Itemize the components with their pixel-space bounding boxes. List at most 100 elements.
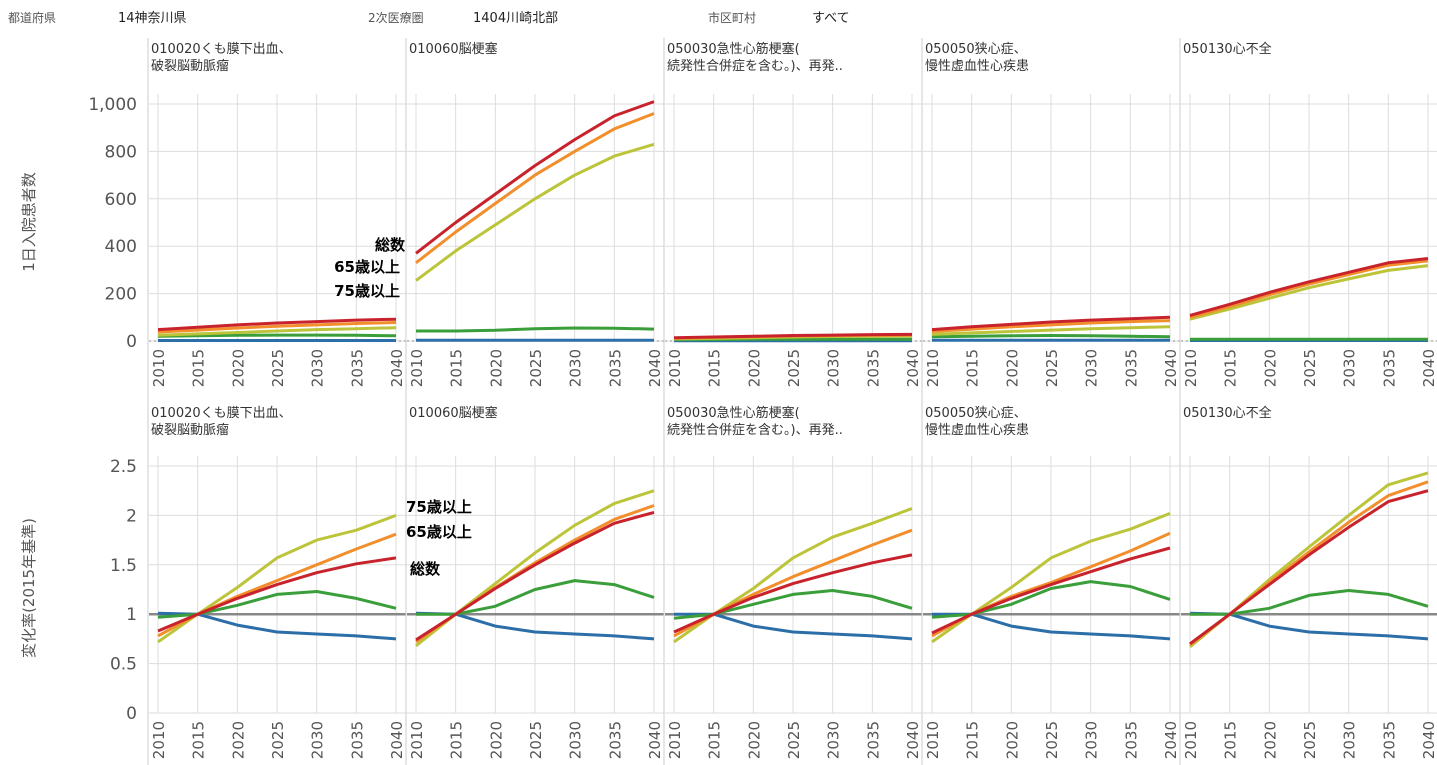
panel: 010020くも膜下出血、破裂脳動脈瘤 2010 2015 2020 2025 2030 2… — [147, 402, 406, 765]
x-tick-label: 2040 — [388, 349, 406, 387]
x-tick-label: 2010 — [150, 721, 168, 759]
series-line-green — [416, 326, 655, 333]
x-tick-label: 2030 — [1083, 349, 1101, 387]
x-tick-label: 2020 — [487, 349, 505, 387]
x-tick-label: 2010 — [666, 349, 684, 387]
series-line-green — [157, 333, 397, 338]
panel: 010060脳梗塞 2010 2015 2020 2025 2030 2035 2040 — [405, 402, 664, 765]
x-tick-label: 2030 — [567, 349, 585, 387]
filter-value-region[interactable]: 1404川崎北部 — [473, 11, 558, 26]
x-tick-label: 2015 — [1222, 721, 1240, 759]
annotation-age65: 65歳以上 — [406, 523, 472, 541]
x-tick-label: 2030 — [309, 349, 327, 387]
panel: 010020くも膜下出血、破裂脳動脈瘤 2010 2015 2020 2025 2030 2… — [147, 38, 406, 402]
x-tick-label: 2025 — [785, 721, 803, 759]
x-tick-label: 2035 — [864, 349, 882, 387]
x-tick-label: 2020 — [745, 721, 763, 759]
series-line-total — [1189, 489, 1429, 646]
panel: 050130心不全 2010 2015 2020 2025 2030 2035 2040 — [1179, 38, 1437, 402]
x-tick-label: 2035 — [1122, 349, 1140, 387]
x-tick-label: 2040 — [388, 721, 406, 759]
panel-title: 050130心不全 — [1183, 41, 1272, 57]
panel-title: 破裂脳動脈瘤 — [151, 422, 229, 438]
x-tick-label: 2010 — [150, 349, 168, 387]
filter-value-prefecture[interactable]: 14神奈川県 — [118, 11, 187, 26]
panel: 050030急性心筋梗塞(続発性合併症を含む。)、再発.. 2010 2015 202… — [663, 402, 922, 765]
series-line-total — [157, 317, 397, 332]
x-tick-label: 2015 — [190, 721, 208, 759]
x-tick-label: 2020 — [1003, 721, 1021, 759]
series-line-age65 — [931, 319, 1171, 333]
x-tick-label: 2035 — [864, 721, 882, 759]
series-line-total — [415, 100, 655, 255]
x-tick-label: 2025 — [269, 721, 287, 759]
x-tick-label: 2035 — [348, 721, 366, 759]
x-tick-label: 2010 — [1182, 349, 1200, 387]
y-tick-label: 400 — [105, 237, 137, 257]
x-tick-label: 2020 — [487, 721, 505, 759]
series-line-total — [1189, 257, 1429, 317]
y-tick-label: 1.5 — [110, 556, 137, 576]
x-tick-label: 2025 — [1043, 721, 1061, 759]
x-tick-label: 2035 — [606, 721, 624, 759]
x-tick-label: 2015 — [448, 721, 466, 759]
x-tick-label: 2020 — [745, 349, 763, 387]
series-line-total — [931, 315, 1171, 332]
x-tick-label: 2030 — [1341, 721, 1359, 759]
x-tick-label: 2040 — [646, 721, 664, 759]
x-tick-label: 2015 — [964, 721, 982, 759]
x-tick-label: 2035 — [1380, 721, 1398, 759]
y-tick-label: 0 — [126, 704, 137, 724]
panel-title: 慢性虚血性心疾患 — [925, 422, 1029, 438]
x-tick-label: 2025 — [527, 721, 545, 759]
x-tick-label: 2030 — [1083, 721, 1101, 759]
x-tick-label: 2010 — [924, 721, 942, 759]
x-tick-label: 2020 — [229, 349, 247, 387]
x-tick-label: 2030 — [309, 721, 327, 759]
filter-bar: 都道府県 14神奈川県 2次医療圏 1404川崎北部 市区町村 すべて — [8, 10, 850, 26]
x-tick-label: 2030 — [567, 721, 585, 759]
x-tick-label: 2025 — [269, 349, 287, 387]
x-tick-label: 2020 — [1261, 349, 1279, 387]
x-tick-label: 2040 — [1420, 721, 1437, 759]
filter-value-municipality[interactable]: すべて — [812, 11, 850, 26]
chart-change-rate: 変化率(2015年基準) 0 0.5 1 1.5 2 2.5 010020くも膜下出血、破裂脳… — [20, 402, 1437, 765]
series-line-age75 — [157, 326, 397, 337]
annotation-group-bottom: 75歳以上 65歳以上 総数 — [406, 498, 472, 578]
panel: 010060脳梗塞 2010 2015 2020 2025 2030 2035 2040 — [405, 38, 664, 402]
chart-inpatients: 1日入院患者数 0 200 400 600 800 1,000 010020くも膜下出血、破裂… — [20, 38, 1437, 402]
x-tick-label: 2030 — [1341, 349, 1359, 387]
x-tick-label: 2020 — [1003, 349, 1021, 387]
x-tick-label: 2015 — [1222, 349, 1240, 387]
x-tick-label: 2010 — [408, 721, 426, 759]
x-tick-label: 2015 — [448, 349, 466, 387]
annotation-age75: 75歳以上 — [334, 282, 400, 300]
annotation-group-top: 総数 65歳以上 75歳以上 — [334, 236, 406, 300]
y-tick-label: 1 — [126, 605, 137, 625]
x-tick-label: 2015 — [190, 349, 208, 387]
x-tick-label: 2030 — [825, 349, 843, 387]
x-tick-label: 2010 — [666, 721, 684, 759]
x-tick-label: 2010 — [924, 349, 942, 387]
x-tick-label: 2025 — [1301, 349, 1319, 387]
y-tick-label: 200 — [105, 285, 137, 305]
series-line-total — [673, 553, 913, 634]
filter-label-prefecture: 都道府県 — [8, 10, 56, 25]
x-tick-label: 2015 — [964, 349, 982, 387]
series-line-green — [931, 334, 1171, 339]
panel-title: 010020くも膜下出血、 — [151, 406, 292, 421]
x-tick-label: 2025 — [527, 349, 545, 387]
filter-label-municipality: 市区町村 — [708, 10, 756, 25]
y-tick-label: 600 — [105, 190, 137, 210]
panel-title: 050050狭心症、 — [925, 406, 1027, 421]
x-tick-label: 2040 — [646, 349, 664, 387]
x-tick-label: 2040 — [904, 349, 922, 387]
series-line-total — [673, 332, 913, 340]
x-tick-label: 2010 — [1182, 721, 1200, 759]
x-tick-label: 2020 — [229, 721, 247, 759]
y-tick-label: 1,000 — [88, 95, 137, 115]
series-line-age65 — [415, 112, 655, 264]
series-line-age75 — [931, 325, 1171, 336]
x-tick-label: 2020 — [1261, 721, 1279, 759]
annotation-total: 総数 — [375, 236, 406, 254]
